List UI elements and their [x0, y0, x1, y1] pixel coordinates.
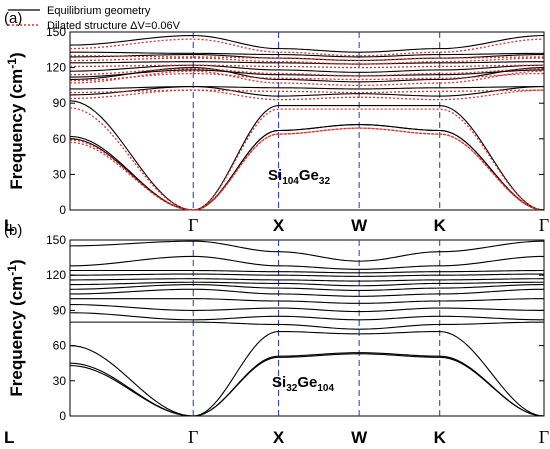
band-line	[69, 281, 545, 287]
x-tick-label: Γ	[539, 427, 549, 447]
y-tick-label: 150	[46, 25, 66, 39]
band-lines	[69, 35, 545, 211]
band-line	[69, 107, 545, 211]
y-tick-label: 60	[53, 132, 67, 146]
band-line	[69, 38, 545, 57]
structure-annotation: Si32Ge104	[272, 374, 334, 394]
band-line	[69, 240, 545, 262]
band-line	[69, 64, 545, 73]
panel-b: 0 30 60 90 120 150 L Γ X W K Γ (b) Frequency (cm-1…	[4, 222, 549, 447]
y-ticks: 0 30 60 90 120 150	[46, 25, 544, 217]
y-axis-label: Frequency (cm-1)	[5, 52, 26, 189]
x-tick-label: X	[273, 428, 285, 447]
y-tick-label: 0	[59, 409, 66, 423]
band-line	[70, 64, 544, 69]
band-line	[69, 72, 545, 82]
y-tick-label: 120	[46, 61, 66, 75]
legend: Equilibrium geometry Dilated structure Δ…	[8, 5, 181, 32]
x-tick-label: L	[4, 428, 14, 447]
y-tick-label: 90	[53, 96, 67, 110]
y-tick-label: 120	[46, 268, 66, 282]
panel-label: (b)	[4, 222, 22, 239]
band-line	[69, 288, 545, 297]
band-line	[69, 86, 544, 90]
x-tick-label: Γ	[539, 215, 549, 235]
y-tick-label: 150	[46, 233, 66, 247]
x-tick-label: Γ	[188, 427, 198, 447]
legend-label-equilibrium: Equilibrium geometry	[47, 5, 151, 17]
band-line	[69, 67, 545, 83]
y-tick-label: 60	[53, 339, 67, 353]
band-line	[70, 321, 545, 330]
band-line	[69, 70, 545, 87]
panel-a: 0 30 60 90 120 150 L Γ X W K Γ (a) Frequency (cm-1…	[4, 5, 549, 235]
plot-frame	[69, 239, 545, 417]
band-line	[69, 100, 545, 211]
structure-annotation: Si104Ge32	[268, 167, 330, 187]
y-axis-label: Frequency (cm-1)	[5, 259, 26, 396]
y-tick-label: 90	[53, 303, 67, 317]
band-line	[69, 303, 545, 313]
band-line	[69, 124, 545, 211]
y-tick-label: 30	[53, 374, 67, 388]
band-line	[69, 255, 545, 270]
panel-label: (a)	[4, 10, 22, 27]
band-line	[69, 352, 545, 417]
band-line	[69, 51, 545, 58]
band-line	[69, 312, 545, 321]
x-tick-label: K	[434, 428, 447, 447]
band-line	[70, 298, 545, 304]
legend-label-dilated: Dilated structure ΔV=0.06V	[47, 20, 181, 32]
x-tick-label: W	[351, 428, 368, 447]
x-tick-label: K	[434, 216, 447, 235]
x-tick-label: L	[4, 216, 14, 235]
y-tick-label: 30	[53, 167, 67, 181]
band-line	[69, 57, 545, 65]
band-line	[69, 127, 545, 211]
band-line	[69, 89, 545, 101]
band-line	[69, 68, 545, 77]
band-line	[69, 284, 545, 292]
plot-frame	[69, 31, 545, 211]
band-line	[69, 330, 545, 417]
band-line	[69, 35, 545, 53]
x-tick-label: W	[351, 216, 368, 235]
band-line	[70, 278, 545, 282]
x-tick-label: Γ	[188, 215, 198, 235]
band-line	[69, 89, 544, 94]
y-tick-label: 0	[59, 203, 66, 217]
band-lines	[69, 240, 545, 417]
band-line	[69, 55, 545, 62]
band-line	[69, 273, 544, 277]
y-ticks: 0 30 60 90 120 150	[46, 233, 544, 423]
band-line	[70, 269, 544, 274]
x-tick-label: X	[273, 216, 285, 235]
